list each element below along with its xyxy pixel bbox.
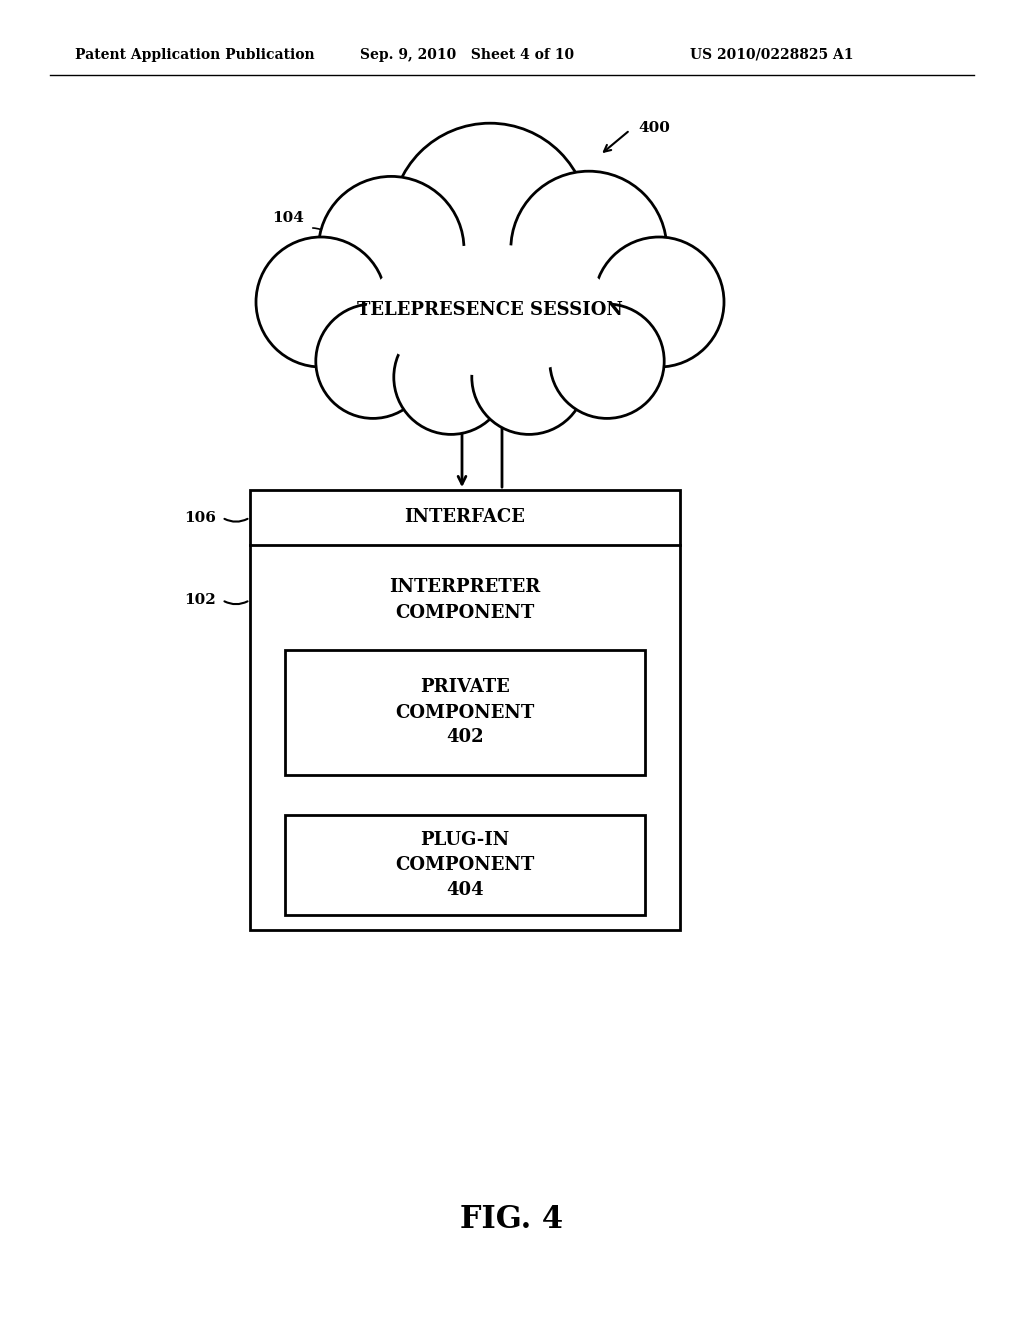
Text: Sep. 9, 2010   Sheet 4 of 10: Sep. 9, 2010 Sheet 4 of 10 — [360, 48, 574, 62]
Bar — [285, 814, 645, 915]
Text: 106: 106 — [184, 511, 216, 524]
Circle shape — [472, 319, 586, 434]
Text: PRIVATE
COMPONENT
402: PRIVATE COMPONENT 402 — [395, 678, 535, 747]
Circle shape — [318, 177, 464, 322]
Text: INTERPRETER
COMPONENT: INTERPRETER COMPONENT — [389, 578, 541, 622]
Text: Patent Application Publication: Patent Application Publication — [75, 48, 314, 62]
Circle shape — [256, 238, 386, 367]
Circle shape — [256, 238, 386, 367]
Circle shape — [391, 123, 589, 321]
Circle shape — [550, 304, 665, 418]
Circle shape — [318, 177, 464, 322]
Text: FIG. 4: FIG. 4 — [461, 1204, 563, 1236]
Circle shape — [594, 238, 724, 367]
Ellipse shape — [367, 244, 613, 376]
Circle shape — [391, 123, 589, 321]
Text: INTERFACE: INTERFACE — [404, 508, 525, 527]
Bar — [250, 490, 680, 931]
Circle shape — [394, 319, 508, 434]
Circle shape — [511, 172, 667, 327]
Circle shape — [315, 304, 430, 418]
Text: PLUG-IN
COMPONENT
404: PLUG-IN COMPONENT 404 — [395, 832, 535, 899]
Circle shape — [394, 319, 508, 434]
Circle shape — [550, 304, 665, 418]
Text: 400: 400 — [638, 121, 670, 135]
Bar — [285, 649, 645, 775]
Circle shape — [594, 238, 724, 367]
Text: US 2010/0228825 A1: US 2010/0228825 A1 — [690, 48, 853, 62]
Text: 102: 102 — [184, 593, 216, 607]
Text: 104: 104 — [272, 211, 304, 224]
Circle shape — [472, 319, 586, 434]
Ellipse shape — [347, 230, 633, 389]
Circle shape — [315, 304, 430, 418]
Text: TELEPRESENCE SESSION: TELEPRESENCE SESSION — [357, 301, 623, 319]
Circle shape — [511, 172, 667, 327]
